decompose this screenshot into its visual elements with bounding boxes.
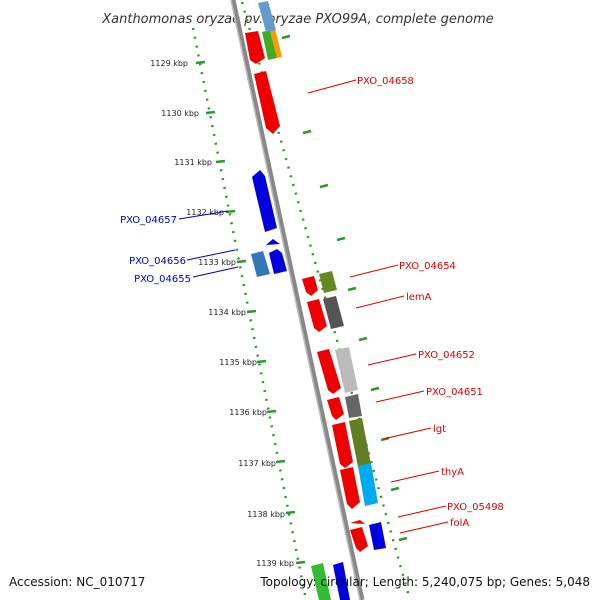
gene-label: folA <box>450 518 469 529</box>
gene-feature <box>317 349 341 394</box>
tick-label: 1132 kbp <box>186 208 224 217</box>
tick-label: 1136 kbp <box>229 408 267 417</box>
gene-feature <box>245 31 265 64</box>
gene-feature <box>311 563 331 600</box>
gene-label: PXO_04654 <box>399 261 456 272</box>
gene-label: PXO_04651 <box>426 387 483 398</box>
tick-label: 1135 kbp <box>219 358 257 367</box>
genome-backbone-highlight <box>230 0 361 600</box>
gene-feature <box>269 249 287 274</box>
gene-feature <box>327 397 344 420</box>
gene-feature <box>332 422 353 468</box>
accession-text: Accession: NC_010717 <box>9 575 146 589</box>
tick-label: 1138 kbp <box>247 510 285 519</box>
reverse-gene-labels: PXO_04657 PXO_04656 PXO_04655 <box>120 215 191 285</box>
tick-label: 1139 kbp <box>256 559 294 568</box>
gene-features-reverse <box>251 170 287 277</box>
gene-feature <box>323 296 344 329</box>
gene-label: lemA <box>406 292 432 303</box>
gene-feature <box>254 71 280 134</box>
tick-label: 1134 kbp <box>208 308 246 317</box>
gene-feature <box>369 522 386 550</box>
gene-feature <box>345 394 362 418</box>
gene-feature <box>251 251 270 277</box>
tick-labels: 1129 kbp 1130 kbp 1131 kbp 1132 kbp 1133… <box>150 59 294 568</box>
reverse-label-leaders <box>178 210 239 278</box>
gene-features-forward <box>302 271 386 552</box>
gene-feature <box>252 170 277 232</box>
gene-feature <box>358 463 378 506</box>
gene-feature <box>302 276 318 296</box>
gene-feature <box>270 29 282 58</box>
genome-backbone <box>230 0 365 600</box>
gene-feature <box>307 299 327 332</box>
gene-label: lgt <box>433 424 446 435</box>
tick-label: 1133 kbp <box>198 258 236 267</box>
tick-label: 1130 kbp <box>161 109 199 118</box>
forward-gene-labels: PXO_04658 PXO_04654 lemA PXO_04652 PXO_0… <box>357 76 504 529</box>
gene-label: thyA <box>441 467 464 478</box>
gene-feature <box>340 467 360 509</box>
tick-label: 1129 kbp <box>150 59 188 68</box>
gene-feature <box>333 562 350 600</box>
gene-label: PXO_04658 <box>357 76 414 87</box>
inner-ring-ticks <box>195 60 306 565</box>
gene-label: PXO_05498 <box>447 502 504 513</box>
gene-features-top <box>245 1 282 134</box>
gene-feature <box>349 418 371 467</box>
tick-label: 1131 kbp <box>174 158 212 167</box>
forward-label-leaders <box>307 79 449 534</box>
gene-feature <box>335 347 358 393</box>
gene-label: PXO_04657 <box>120 215 177 226</box>
gene-label: PXO_04655 <box>134 274 191 285</box>
gene-feature <box>262 30 277 60</box>
tick-label: 1137 kbp <box>238 459 276 468</box>
topology-text: Topology: circular; Length: 5,240,075 bp… <box>260 575 590 589</box>
gene-feature <box>258 1 276 32</box>
gene-label: PXO_04656 <box>129 256 186 267</box>
gene-feature <box>350 527 368 552</box>
gene-feature <box>319 271 337 293</box>
gene-features-bottom <box>311 562 350 600</box>
gene-feature <box>266 239 280 245</box>
gene-feature <box>350 520 365 524</box>
gene-label: PXO_04652 <box>418 350 475 361</box>
map-title: Xanthomonas oryzae pv. oryzae PXO99A, co… <box>101 12 494 27</box>
